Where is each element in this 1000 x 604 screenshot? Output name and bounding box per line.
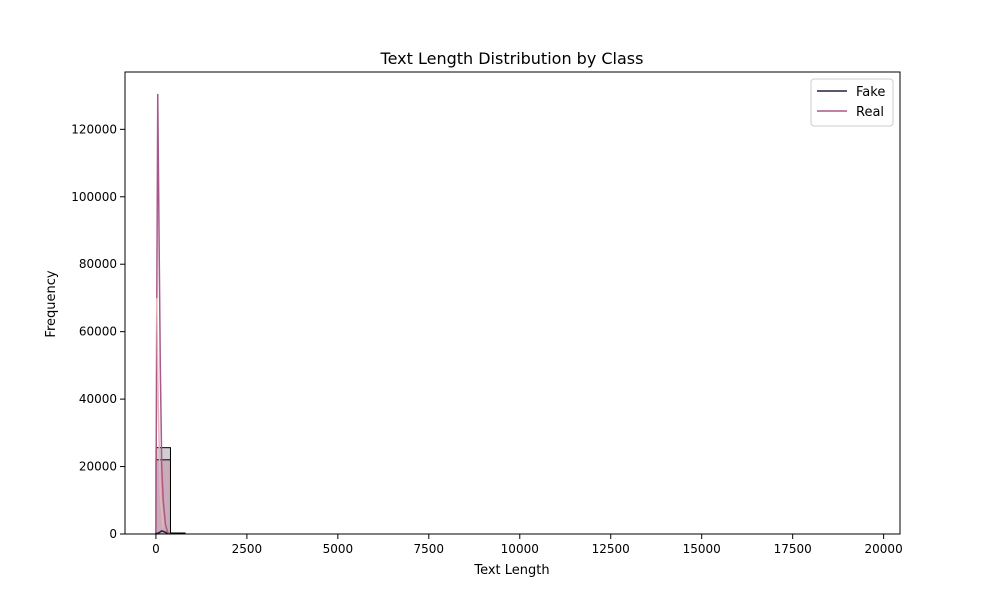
x-tick-label: 2500 (232, 542, 263, 556)
x-tick-label: 10000 (501, 542, 539, 556)
plot-frame (124, 71, 901, 535)
x-tick-label: 12500 (592, 542, 630, 556)
x-tick-label: 5000 (323, 542, 354, 556)
kde-line-fake (155, 530, 171, 535)
x-tick-label: 15000 (683, 542, 721, 556)
x-tick-label: 0 (152, 542, 160, 556)
y-tick-label: 20000 (79, 460, 117, 474)
y-tick-label: 40000 (79, 392, 117, 406)
x-tick-label: 20000 (865, 542, 903, 556)
x-axis-label: Text Length (473, 563, 549, 578)
chart-title: Text Length Distribution by Class (380, 49, 644, 68)
kde-line-real (155, 93, 171, 535)
y-tick-label: 80000 (79, 257, 117, 271)
kde-line-overlay (155, 297, 164, 528)
legend: Fake Real (810, 78, 894, 127)
y-axis-label: Frequency (44, 270, 59, 337)
y-tick-label: 60000 (79, 325, 117, 339)
y-tick-label: 100000 (71, 190, 117, 204)
x-tick-label: 7500 (414, 542, 445, 556)
legend-label-fake: Fake (856, 85, 885, 100)
y-tick-label: 0 (109, 527, 117, 541)
plot-area (155, 93, 186, 535)
x-tick-label: 17500 (774, 542, 812, 556)
legend-label-real: Real (856, 105, 884, 120)
y-tick-label: 120000 (71, 122, 117, 136)
